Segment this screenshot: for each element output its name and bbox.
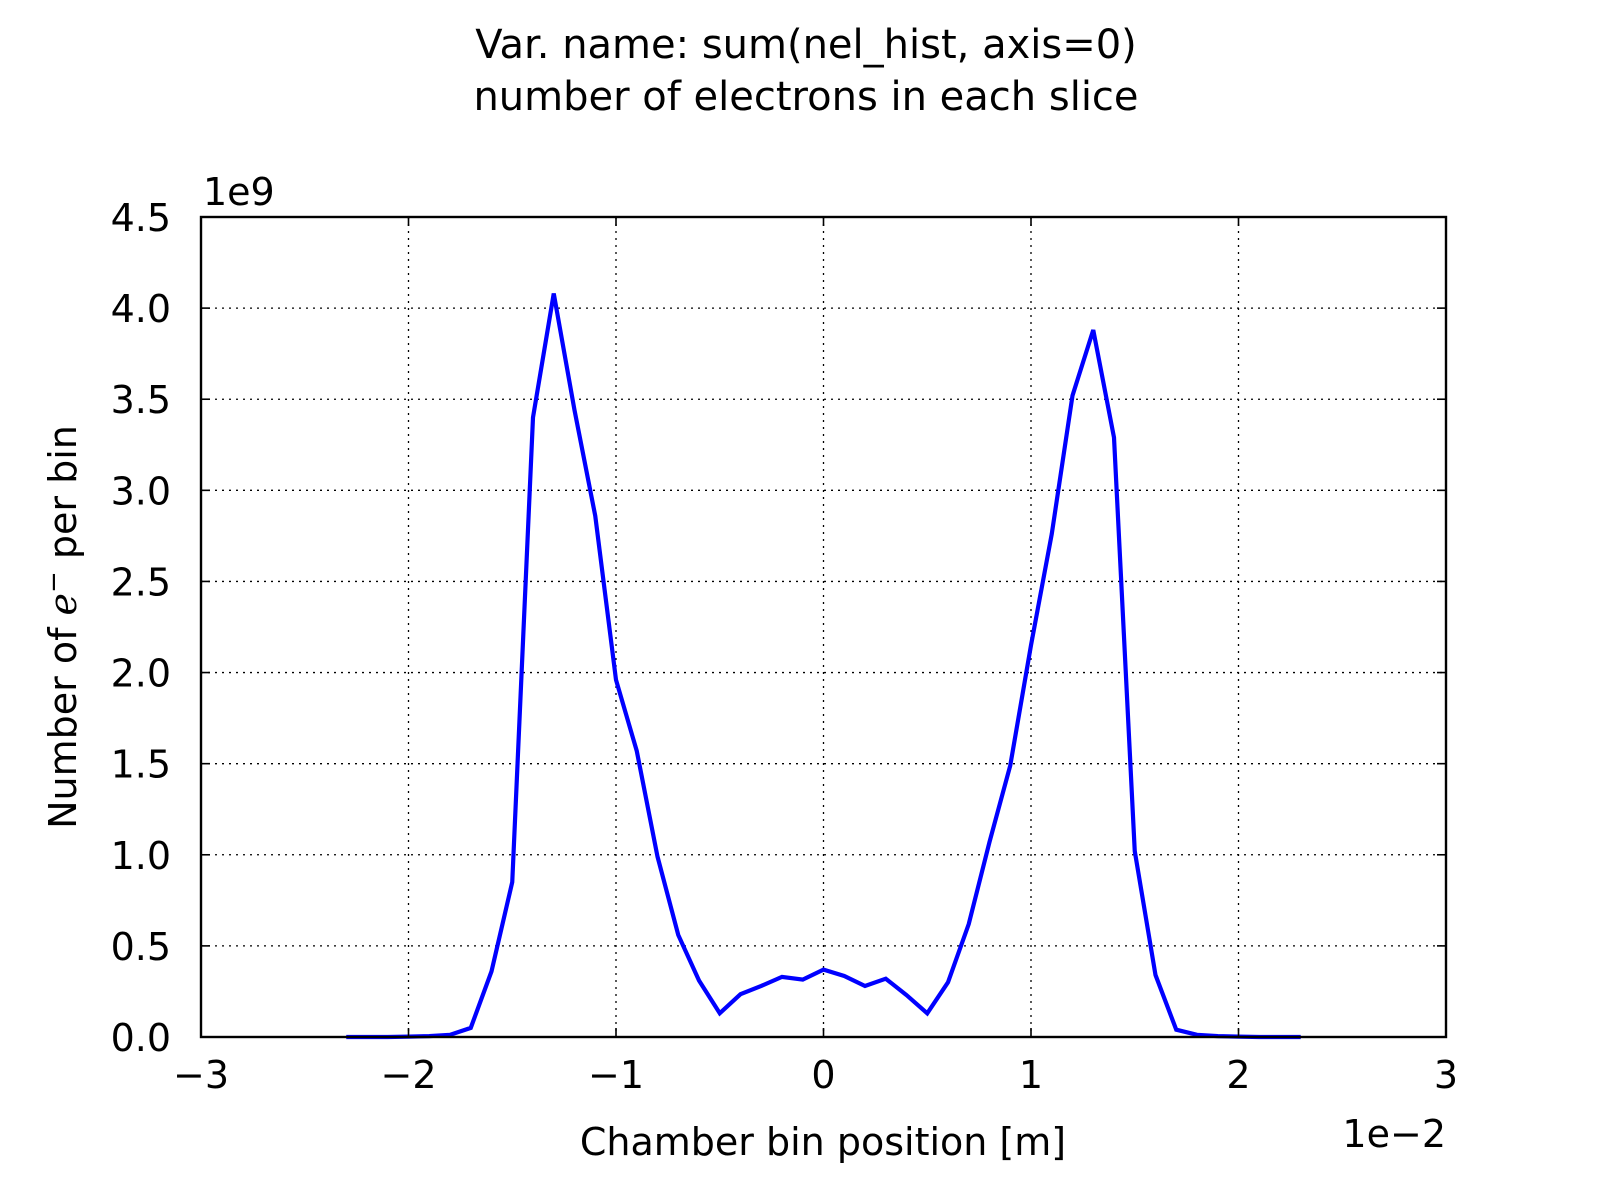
y-tick-label: 3.5 — [111, 378, 171, 422]
series-layer — [346, 293, 1301, 1040]
x-offset-label: 1e−2 — [1342, 1112, 1446, 1156]
x-tick-labels: −3 −2 −1 0 1 2 3 — [173, 1053, 1458, 1097]
y-tick-label: 0.0 — [111, 1016, 171, 1060]
x-axis-label: Chamber bin position [m] — [580, 1120, 1066, 1164]
y-tick-label: 1.0 — [111, 834, 171, 878]
y-tick-label: 3.0 — [111, 469, 171, 513]
y-axis-label-superscript: − — [39, 571, 69, 593]
x-tick-label: 2 — [1226, 1053, 1250, 1097]
chart-title-line-1: Var. name: sum(nel_hist, axis=0) — [475, 22, 1137, 68]
y-tick-label: 4.5 — [111, 196, 171, 240]
y-tick-label: 2.0 — [111, 652, 171, 696]
y-tick-labels: 0.0 0.5 1.0 1.5 2.0 2.5 3.0 3.5 4.0 4.5 — [111, 196, 171, 1060]
y-axis-label-symbol: e — [41, 593, 85, 616]
y-tick-label: 1.5 — [111, 743, 171, 787]
chart-title-line-2: number of electrons in each slice — [473, 74, 1138, 120]
y-axis-label-prefix: Number of — [41, 615, 85, 828]
y-axis-label-suffix: per bin — [41, 425, 85, 571]
series-line — [346, 293, 1301, 1040]
x-tick-label: −3 — [173, 1053, 229, 1097]
tick-marks — [200, 216, 1447, 1038]
y-tick-label: 4.0 — [111, 287, 171, 331]
y-offset-label: 1e9 — [203, 170, 275, 214]
y-tick-label: 0.5 — [111, 925, 171, 969]
x-tick-label: 3 — [1434, 1053, 1458, 1097]
x-tick-label: −1 — [588, 1053, 644, 1097]
y-axis-label: Number of e− per bin — [39, 425, 85, 829]
x-tick-label: 1 — [1019, 1053, 1043, 1097]
y-tick-label: 2.5 — [111, 560, 171, 604]
x-tick-label: 0 — [811, 1053, 835, 1097]
x-tick-label: −2 — [380, 1053, 436, 1097]
